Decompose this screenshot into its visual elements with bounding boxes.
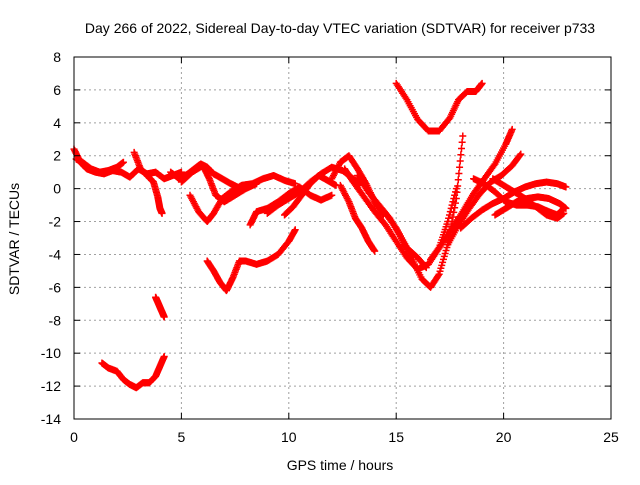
y-tick-label: 2	[53, 148, 61, 164]
series-arc-17	[371, 198, 430, 272]
series-arc-02	[72, 155, 127, 176]
data-point-marker	[449, 213, 457, 221]
series-arc-18	[392, 79, 486, 135]
y-tick-label: 4	[53, 115, 61, 131]
series-arc-08	[186, 171, 299, 226]
y-tick-label: 0	[53, 181, 61, 197]
data-point-marker	[456, 163, 464, 171]
axis-ticks: 0 5 10 15 20 25 -14 -12 -10 -8 -6 -4 -2 0 2 4 6 8	[41, 49, 619, 445]
data-point-marker	[445, 214, 453, 222]
data-point-marker	[291, 226, 299, 234]
y-tick-label: -10	[41, 345, 61, 361]
series-arc-23	[491, 193, 570, 219]
series-arc-09	[203, 226, 299, 295]
data-point-marker	[328, 191, 336, 199]
x-tick-label: 5	[178, 429, 186, 445]
series-arc-04	[98, 352, 168, 392]
y-tick-label: -12	[41, 378, 61, 394]
x-tick-label: 15	[388, 429, 404, 445]
data-point-marker	[458, 138, 466, 146]
x-tick-label: 25	[603, 429, 619, 445]
plot-area-border	[73, 56, 612, 420]
data-point-marker	[451, 204, 459, 212]
data-point-marker	[454, 176, 462, 184]
x-tick-label: 0	[70, 429, 78, 445]
data-point-marker	[453, 188, 461, 196]
data-point-marker	[434, 272, 442, 280]
data-point-marker	[562, 183, 570, 191]
data-point-marker	[160, 352, 168, 360]
series-arc-03	[130, 148, 166, 217]
data-point-marker	[421, 263, 429, 271]
data-point-marker	[478, 79, 486, 87]
data-point-marker	[450, 208, 458, 216]
x-axis-label: GPS time / hours	[287, 457, 394, 473]
x-tick-label: 20	[496, 429, 512, 445]
data-point-marker	[455, 169, 463, 177]
data-point-marker	[371, 247, 379, 255]
data-point-marker	[517, 150, 525, 158]
data-point-marker	[451, 199, 459, 207]
x-tick-label: 10	[281, 429, 297, 445]
data-point-marker	[508, 125, 516, 133]
data-point-marker	[457, 144, 465, 152]
y-tick-label: -6	[49, 279, 62, 295]
series-arc-05	[152, 293, 168, 321]
y-axis-label: SDTVAR / TECUs	[6, 183, 22, 295]
data-point-marker	[452, 195, 460, 203]
y-tick-label: -2	[49, 214, 62, 230]
chart-title: Day 266 of 2022, Sidereal Day-to-day VTE…	[85, 20, 595, 36]
series-arc-10	[246, 183, 336, 229]
y-tick-label: -14	[41, 411, 61, 427]
series-arc-24	[489, 175, 568, 222]
data-point-marker	[456, 157, 464, 165]
y-tick-label: -4	[49, 246, 62, 262]
data-point-marker	[459, 132, 467, 140]
data-point-marker	[158, 209, 166, 217]
y-tick-label: 6	[53, 82, 61, 98]
data-series	[70, 79, 570, 392]
data-point-marker	[560, 209, 568, 217]
data-point-marker	[457, 151, 465, 159]
data-point-marker	[160, 313, 168, 321]
series-arc-14	[336, 181, 379, 255]
data-point-marker	[562, 204, 570, 212]
data-point-marker	[422, 264, 430, 272]
data-point-marker	[454, 182, 462, 190]
data-point-marker	[119, 158, 127, 166]
y-tick-label: -8	[49, 312, 62, 328]
data-point-marker	[516, 151, 524, 159]
data-point-marker	[291, 180, 299, 188]
y-tick-label: 8	[53, 49, 61, 65]
series-arc-12	[281, 171, 340, 219]
